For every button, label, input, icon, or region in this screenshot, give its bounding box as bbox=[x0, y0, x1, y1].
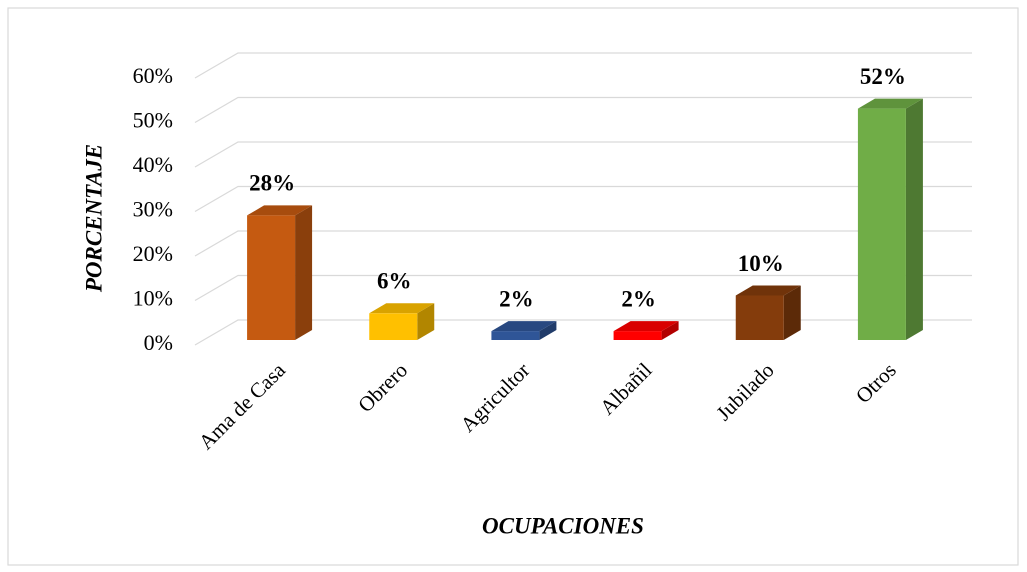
y-tick-label: 20% bbox=[133, 241, 173, 266]
bar bbox=[735, 295, 784, 340]
bar-top bbox=[491, 321, 557, 332]
bar-top bbox=[613, 321, 679, 332]
bar-side bbox=[417, 303, 435, 340]
y-tick-label: 10% bbox=[133, 286, 173, 311]
bar-side bbox=[905, 98, 923, 340]
y-tick-label: 30% bbox=[133, 197, 173, 222]
y-tick-label: 0% bbox=[144, 330, 173, 355]
y-tick-label: 50% bbox=[133, 108, 173, 133]
x-axis-title: OCUPACIONES bbox=[482, 513, 644, 538]
y-tick-label: 60% bbox=[133, 63, 173, 88]
y-axis-title: PORCENTAJE bbox=[81, 144, 106, 293]
data-label: 52% bbox=[860, 64, 906, 89]
bar bbox=[857, 108, 906, 340]
chart-border bbox=[7, 7, 1019, 566]
grid-line bbox=[194, 52, 972, 79]
grid-line bbox=[194, 274, 972, 302]
bar bbox=[613, 331, 662, 340]
bar bbox=[491, 331, 540, 340]
data-label: 6% bbox=[377, 269, 412, 294]
y-tick-label: 40% bbox=[133, 152, 173, 177]
grid-line bbox=[194, 230, 972, 257]
bar bbox=[247, 215, 296, 340]
grid-line bbox=[194, 96, 972, 124]
bar-top bbox=[247, 205, 313, 216]
grid-line bbox=[194, 185, 972, 213]
data-label: 2% bbox=[499, 286, 534, 311]
bar-top bbox=[369, 303, 435, 314]
bar-side bbox=[295, 205, 313, 340]
grid-line bbox=[194, 141, 972, 168]
bar-top bbox=[735, 285, 801, 296]
data-label: 2% bbox=[621, 286, 656, 311]
bar bbox=[369, 313, 418, 340]
data-label: 28% bbox=[249, 171, 295, 196]
bar-side bbox=[539, 321, 557, 340]
bar-side bbox=[783, 285, 801, 340]
bar-top bbox=[857, 98, 923, 109]
data-label: 10% bbox=[738, 251, 784, 276]
grid-line bbox=[194, 319, 972, 346]
bar-side bbox=[661, 321, 679, 340]
